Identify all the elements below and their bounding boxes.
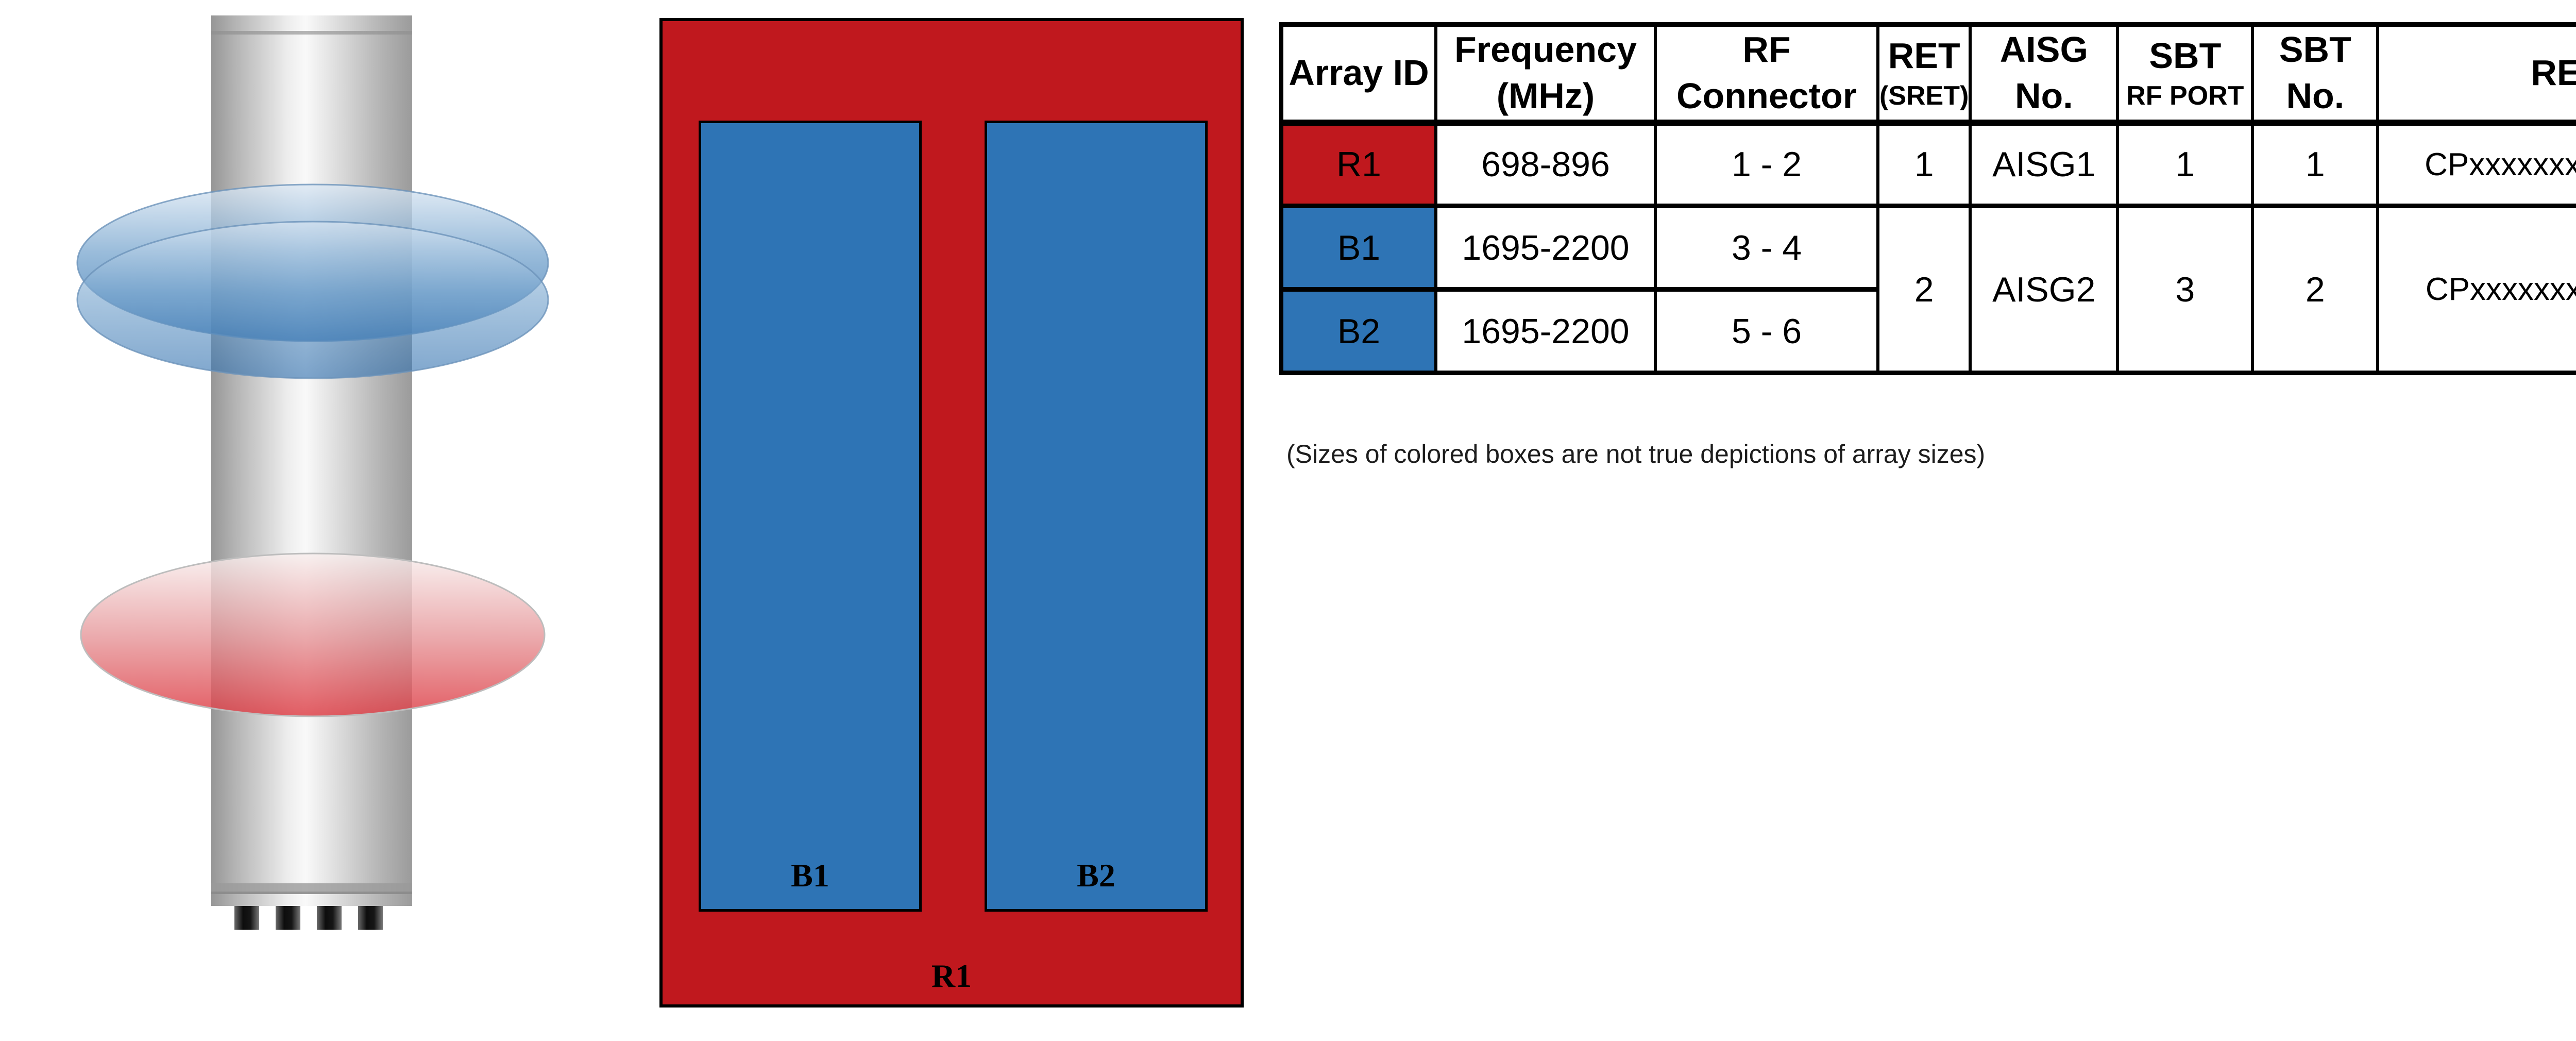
cell-sbt-rf-port-b: 3	[2116, 204, 2255, 375]
array-r1-label: R1	[931, 958, 972, 994]
cell-ret-uid-b: CPxxxxxxxxxxxxxxxxxB1	[2376, 204, 2576, 375]
cell-frequency-r1: 698-896	[1434, 120, 1657, 208]
header-row: Array ID Frequency (MHz) RF Connector RE…	[1280, 22, 2576, 126]
cell-frequency-b1: 1695-2200	[1434, 204, 1657, 292]
cell-ret-uid-r1: CPxxxxxxxxxxxxxxxxxR1	[2376, 120, 2576, 208]
cell-sbt-no-b: 2	[2251, 204, 2380, 375]
cell-array-id-b1: B1	[1280, 204, 1437, 292]
table-row-b2: B2 1695-2200 5 - 6	[1280, 287, 2576, 375]
col-header-aisg-no: AISG No.	[1969, 22, 2120, 126]
cell-sbt-rf-port-r1: 1	[2116, 120, 2255, 208]
rf-connector-nubs	[234, 905, 383, 930]
table-row-b1: B1 1695-2200 3 - 4 2 AISG2 3 2 CPxxxxxxx…	[1280, 204, 2576, 375]
col-header-frequency: Frequency (MHz)	[1434, 22, 1657, 126]
col-header-array-id: Array ID	[1280, 22, 1437, 126]
array-b2-box: B2	[985, 121, 1208, 912]
note-text: (Sizes of colored boxes are not true dep…	[1286, 440, 1986, 468]
cell-rf-connector-r1: 1 - 2	[1654, 120, 1879, 208]
col-header-ret-uid: RET UID	[2376, 22, 2576, 126]
cell-aisg-r1: AISG1	[1969, 120, 2120, 208]
cell-aisg-b: AISG2	[1969, 204, 2120, 375]
blue-beam-ellipses	[76, 183, 549, 379]
table-row-r1: R1 698-896 1 - 2 1 AISG1 1 1 CPxxxxxxxxx…	[1280, 120, 2576, 208]
cell-array-id-r1: R1	[1280, 120, 1437, 208]
col-header-sbt-no: SBT No.	[2251, 22, 2380, 126]
cell-ret-b: 2	[1876, 204, 1972, 375]
cell-rf-connector-b2: 5 - 6	[1654, 287, 1879, 375]
col-header-sbt-rf-port: SBT RF PORT	[2116, 22, 2255, 126]
array-layout-diagram: B1 B2 R1	[659, 18, 1244, 1008]
red-beam-ellipse	[80, 552, 546, 717]
antenna-radome-cylinder	[211, 15, 412, 906]
cell-sbt-no-r1: 1	[2251, 120, 2380, 208]
antenna-illustration	[76, 15, 549, 930]
array-b1-label: B1	[791, 857, 829, 894]
col-header-ret-sret: RET (SRET)	[1876, 22, 1972, 126]
cell-ret-r1: 1	[1876, 120, 1972, 208]
array-b2-label: B2	[1077, 857, 1115, 894]
array-spec-table: Array ID Frequency (MHz) RF Connector RE…	[1279, 22, 2576, 375]
cell-array-id-b2: B2	[1280, 287, 1437, 375]
cell-rf-connector-b1: 3 - 4	[1654, 204, 1879, 292]
cell-frequency-b2: 1695-2200	[1434, 287, 1657, 375]
array-b1-box: B1	[699, 121, 922, 912]
col-header-rf-connector: RF Connector	[1654, 22, 1879, 126]
